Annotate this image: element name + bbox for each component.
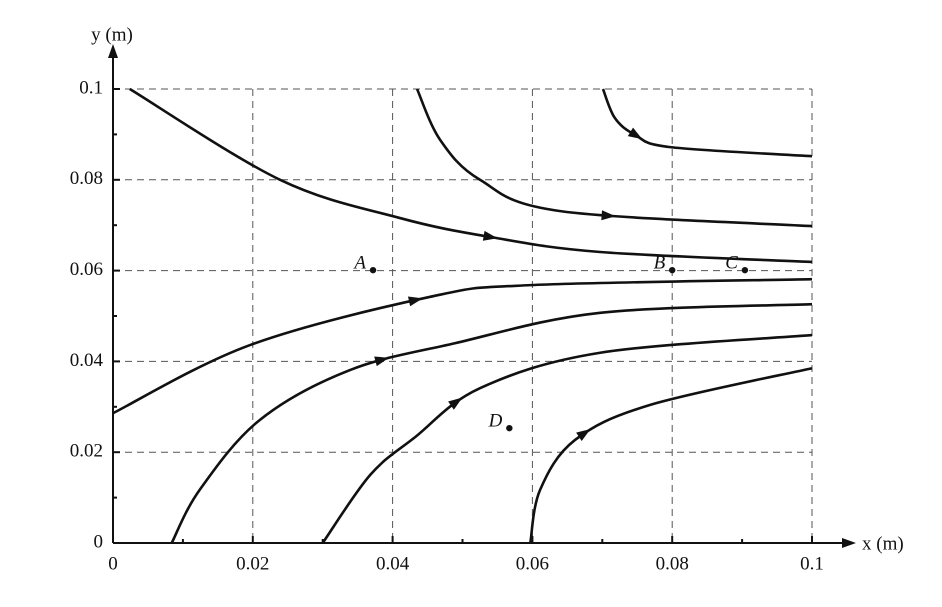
point-label: A bbox=[352, 253, 366, 274]
streamline bbox=[601, 88, 813, 158]
y-tick-label: 0.04 bbox=[70, 350, 104, 371]
flow-arrow bbox=[448, 397, 463, 410]
streamline bbox=[529, 366, 813, 544]
y-axis-label: y (m) bbox=[91, 24, 133, 45]
streamline bbox=[112, 277, 813, 415]
point-label: D bbox=[488, 410, 503, 431]
y-tick-label: 0.08 bbox=[70, 168, 103, 189]
point bbox=[369, 266, 377, 274]
x-axis-label: x (m) bbox=[862, 533, 904, 554]
y-tick-label: 0.1 bbox=[79, 77, 103, 98]
y-tick-label: 0.02 bbox=[70, 441, 103, 462]
flow-arrow bbox=[601, 210, 616, 221]
point-label: C bbox=[725, 253, 738, 274]
streamline bbox=[415, 88, 813, 228]
flow-arrow bbox=[576, 429, 591, 441]
y-tick-label: 0 bbox=[94, 531, 104, 552]
x-tick-label: 0.08 bbox=[656, 553, 689, 574]
y-axis-arrow bbox=[108, 44, 118, 58]
flow-arrow bbox=[627, 127, 643, 140]
point-label: B bbox=[654, 253, 666, 274]
streamline bbox=[321, 333, 813, 544]
flow-arrow bbox=[374, 356, 390, 367]
x-tick-label: 0 bbox=[108, 553, 118, 574]
flow-arrow bbox=[407, 296, 423, 307]
point bbox=[741, 266, 749, 274]
x-tick-label: 0.06 bbox=[516, 553, 549, 574]
flow-arrow bbox=[482, 230, 498, 241]
point bbox=[506, 424, 513, 432]
x-tick-label: 0.04 bbox=[376, 553, 410, 574]
x-axis-arrow bbox=[842, 538, 856, 548]
x-tick-label: 0.1 bbox=[800, 553, 824, 574]
point bbox=[669, 266, 676, 274]
y-tick-label: 0.06 bbox=[70, 259, 103, 280]
streamline bbox=[129, 87, 813, 264]
x-tick-label: 0.02 bbox=[236, 553, 269, 574]
